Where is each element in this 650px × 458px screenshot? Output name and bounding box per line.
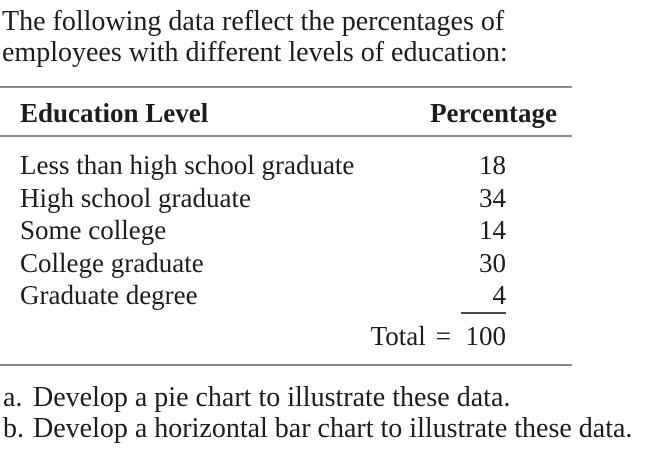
exercise-page: The following data reflect the percentag… bbox=[0, 6, 650, 444]
table-body: Less than high school graduate 18 High s… bbox=[0, 137, 572, 312]
percentage-cell: 14 bbox=[479, 215, 506, 245]
education-level-cell: High school graduate bbox=[20, 182, 251, 213]
equals-sign: = bbox=[435, 320, 451, 351]
table-row: High school graduate 34 bbox=[20, 182, 506, 215]
education-level-cell: Some college bbox=[20, 215, 167, 245]
total-value: 100 bbox=[461, 311, 506, 352]
percentage-cell: 30 bbox=[479, 247, 506, 278]
question-text: Develop a pie chart to illustrate these … bbox=[33, 381, 511, 413]
column-header-percentage: Percentage bbox=[430, 98, 557, 128]
intro-paragraph: The following data reflect the percentag… bbox=[2, 6, 508, 68]
percentage-cell: 34 bbox=[479, 182, 506, 213]
question-b: b. Develop a horizontal bar chart to ill… bbox=[0, 413, 650, 444]
column-header-education-level: Education Level bbox=[20, 98, 209, 128]
question-marker: a. bbox=[3, 381, 23, 413]
table-header-row: Education Level Percentage bbox=[0, 88, 572, 137]
education-table: Education Level Percentage Less than hig… bbox=[0, 86, 572, 366]
question-a: a. Develop a pie chart to illustrate the… bbox=[0, 382, 650, 413]
percentage-cell: 18 bbox=[479, 150, 506, 180]
table-row: Graduate degree 4 bbox=[20, 279, 506, 312]
education-level-cell: College graduate bbox=[20, 247, 204, 278]
education-level-cell: Less than high school graduate bbox=[20, 150, 355, 180]
total-row: Total = 100 bbox=[0, 311, 572, 364]
questions-list: a. Develop a pie chart to illustrate the… bbox=[0, 382, 650, 444]
education-level-cell: Graduate degree bbox=[20, 280, 198, 310]
question-marker: b. bbox=[3, 412, 24, 444]
table-row: Some college 14 bbox=[20, 214, 506, 247]
table-row: College graduate 30 bbox=[20, 247, 506, 280]
percentage-cell: 4 bbox=[492, 280, 507, 310]
question-text: Develop a horizontal bar chart to illust… bbox=[33, 412, 633, 444]
total-label: Total bbox=[370, 320, 426, 351]
table-row: Less than high school graduate 18 bbox=[20, 149, 506, 182]
